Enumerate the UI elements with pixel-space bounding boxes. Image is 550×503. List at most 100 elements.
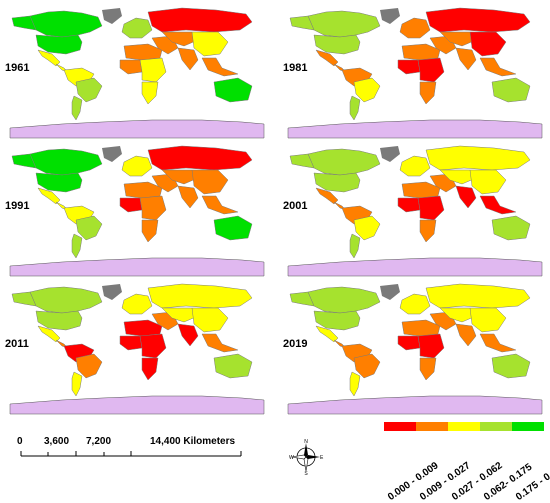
map-panel-1961: 1961 <box>2 2 270 140</box>
region-brazil <box>353 215 381 241</box>
antarctica <box>287 119 543 139</box>
region-brazil <box>353 353 381 379</box>
region-brazil <box>75 77 103 103</box>
region-brazil <box>75 353 103 379</box>
scale-tick-label: 0 <box>17 436 23 447</box>
region-cafrica <box>417 57 445 83</box>
region-usa <box>35 34 83 55</box>
region-europe <box>121 155 153 177</box>
region-nafrica <box>401 319 441 337</box>
compass-s: S <box>304 471 308 476</box>
region-nafrica <box>123 181 163 199</box>
region-safrica <box>419 219 437 243</box>
antarctica <box>287 257 543 277</box>
region-russia <box>147 283 253 309</box>
region-australia <box>213 77 253 103</box>
region-alaska <box>289 291 315 307</box>
region-brazil <box>353 77 381 103</box>
region-china <box>469 307 507 333</box>
region-russia <box>147 7 253 33</box>
region-canada <box>307 286 381 314</box>
region-casia <box>439 307 477 323</box>
compass-n: N <box>304 439 308 445</box>
world-map <box>9 145 265 277</box>
region-wafrica <box>119 335 143 351</box>
region-alaska <box>289 15 315 31</box>
region-canada <box>29 148 103 176</box>
region-safrica <box>141 357 159 381</box>
region-alaska <box>11 15 37 31</box>
region-alaska <box>11 153 37 169</box>
legend: 0.000 - 0.009 0.009 - 0.027 0.027 - 0.06… <box>382 420 550 503</box>
region-casia <box>439 169 477 185</box>
region-casia <box>161 307 199 323</box>
greenland <box>102 284 122 300</box>
region-cafrica <box>139 57 167 83</box>
region-alaska <box>11 291 37 307</box>
region-india <box>177 47 199 71</box>
region-safrica <box>141 219 159 243</box>
region-seasia <box>479 57 517 77</box>
region-mexico <box>37 325 61 343</box>
region-seasia <box>479 333 517 353</box>
world-map <box>287 283 543 415</box>
region-cafrica <box>417 333 445 359</box>
map-panel-1981: 1981 <box>280 2 548 140</box>
world-map <box>287 145 543 277</box>
region-nafrica <box>401 43 441 61</box>
region-canada <box>307 10 381 38</box>
region-china <box>469 169 507 195</box>
antarctica <box>9 257 265 277</box>
region-mexico <box>37 49 61 67</box>
scale-bar: 0 3,600 7,200 14,400 Kilometers <box>17 436 260 466</box>
region-usa <box>35 310 83 331</box>
map-panel-2011: 2011 <box>2 278 270 416</box>
region-ssamerica <box>71 95 83 121</box>
region-india <box>177 185 199 209</box>
region-canada <box>29 286 103 314</box>
region-wafrica <box>397 335 421 351</box>
greenland <box>380 146 400 162</box>
region-india <box>455 323 477 347</box>
scale-tick-label: 14,400 Kilometers <box>150 436 236 447</box>
region-ssamerica <box>349 233 361 259</box>
region-india <box>455 47 477 71</box>
region-china <box>191 169 229 195</box>
region-china <box>469 31 507 57</box>
scale-tick-label: 3,600 <box>44 436 70 447</box>
antarctica <box>9 395 265 415</box>
region-mexico <box>37 187 61 205</box>
map-panel-1991: 1991 <box>2 140 270 278</box>
year-label: 2011 <box>5 338 29 350</box>
year-label: 1981 <box>283 62 308 74</box>
region-nafrica <box>123 43 163 61</box>
region-russia <box>147 145 253 171</box>
region-seasia <box>201 195 239 215</box>
region-europe <box>121 293 153 315</box>
region-cafrica <box>139 195 167 221</box>
region-alaska <box>289 153 315 169</box>
region-wafrica <box>397 59 421 75</box>
region-casia <box>161 31 199 47</box>
year-label: 2019 <box>283 338 308 350</box>
region-europe <box>399 293 431 315</box>
region-australia <box>491 215 531 241</box>
north-arrow-icon: N S W E <box>287 438 325 477</box>
region-wafrica <box>119 59 143 75</box>
compass-w: W <box>289 455 294 461</box>
legend-swatch <box>512 422 544 431</box>
region-russia <box>425 7 531 33</box>
region-india <box>177 323 199 347</box>
region-russia <box>425 283 531 309</box>
region-canada <box>307 148 381 176</box>
region-nafrica <box>123 319 163 337</box>
compass-e: E <box>320 455 324 461</box>
map-panel-2019: 2019 <box>280 278 548 416</box>
year-label: 2001 <box>283 200 308 212</box>
region-casia <box>439 31 477 47</box>
greenland <box>102 8 122 24</box>
region-usa <box>313 34 361 55</box>
region-australia <box>213 215 253 241</box>
year-label: 1961 <box>5 62 30 74</box>
region-australia <box>491 77 531 103</box>
